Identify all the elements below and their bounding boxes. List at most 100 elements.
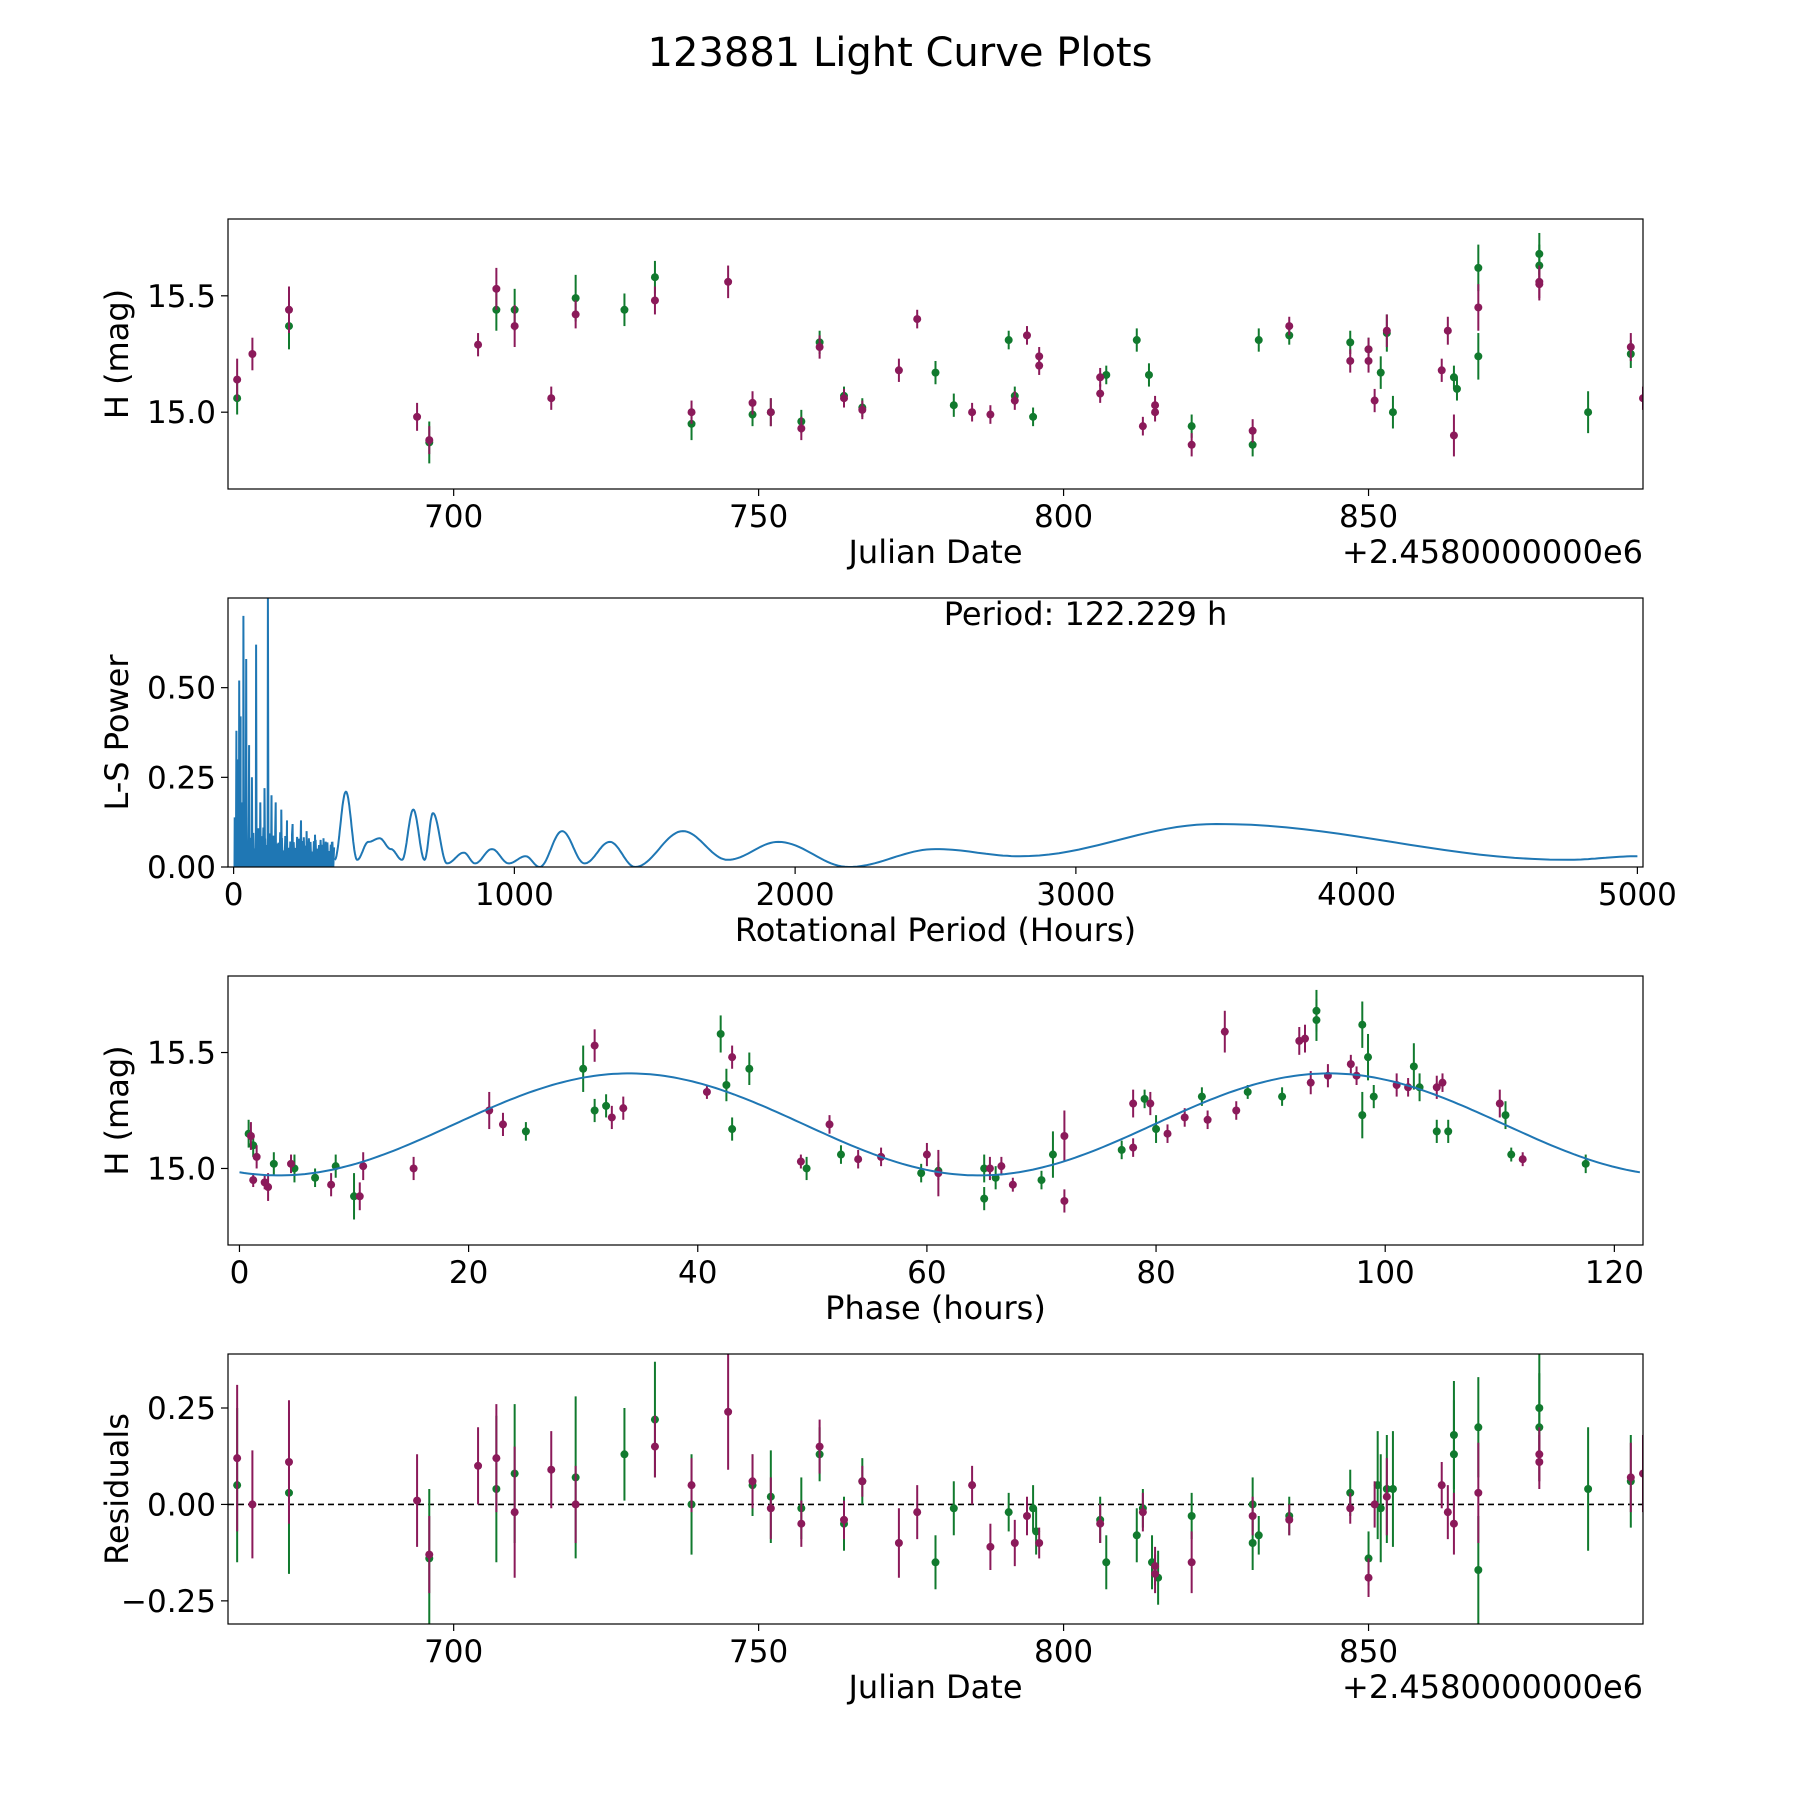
data-point [858,1477,867,1486]
data-point [1388,408,1397,417]
data-point [1117,1145,1126,1154]
x-tick-label: 800 [1034,499,1093,535]
periodogram-data [233,598,1638,867]
data-point [1452,384,1461,393]
data-point [620,1450,629,1459]
panel-phased: 0 20 40 60 80 100 120 15.0 15.5 Phase (hours) H (m… [98,975,1644,1327]
data-point [949,1504,958,1513]
data-point [1444,1127,1453,1136]
data-point [1254,336,1263,345]
data-point [248,350,257,358]
data-point [722,1080,731,1089]
data-point [748,1477,757,1486]
data-point [474,340,483,349]
axes-frame [227,218,1644,490]
y-tick-label: 15.5 [147,1036,216,1072]
series-green [233,1354,1635,1624]
data-point [702,1087,711,1096]
data-point [1358,1020,1367,1029]
data-point [1037,1176,1046,1185]
data-point [1151,1569,1160,1578]
data-point [1501,1111,1510,1120]
data-point [1248,1512,1257,1520]
y-tick-label: −0.25 [121,1584,216,1620]
data-point [1364,1573,1373,1582]
data-point [1035,1539,1044,1547]
data-point [728,1125,737,1134]
data-point [1285,1515,1294,1524]
data-point [474,1461,483,1470]
data-point [492,284,501,293]
data-point [1301,1034,1310,1043]
data-point [1129,1099,1138,1108]
series-green [244,989,1590,1220]
x-tick-label: 0 [224,877,244,913]
panel-periodogram: Period: 122.229 h 0 1000 2000 3000 4000 5000 0.… [98,595,1677,949]
x-tick-label: 1000 [475,877,554,913]
data-point [1346,338,1355,347]
series-purple [233,265,1643,457]
data-point [1187,1558,1196,1567]
x-tick-label: 80 [1136,1255,1175,1291]
x-tick-label: 700 [424,1634,483,1670]
data-point [766,408,775,417]
data-point [1409,1062,1418,1071]
data-point [413,1496,422,1505]
data-point [1146,1099,1155,1108]
data-point [894,1539,903,1547]
data-point [1010,1539,1019,1547]
x-tick-label: 0 [230,1255,250,1291]
data-point [724,277,733,286]
data-point [1535,1458,1544,1466]
y-tick-label: 0.25 [147,760,216,796]
data-point [917,1169,926,1178]
panel-lightcurve: 700 750 800 850 15.0 15.5 Julian Date H (mag) +2… [98,218,1644,571]
data-point [607,1113,616,1122]
data-point [650,296,659,305]
data-point [1060,1132,1069,1141]
data-point [1432,1083,1441,1092]
data-point [931,1558,940,1567]
data-point [571,1500,580,1509]
data-point [650,273,659,282]
data-point [1243,1087,1252,1096]
data-point [1187,1512,1196,1520]
data-point [802,1164,811,1173]
data-point [1388,1485,1397,1493]
x-axis-label: Phase (hours) [825,1289,1046,1327]
y-tick-label: 15.0 [147,395,216,431]
data-point [1138,422,1147,431]
data-point [1004,336,1013,345]
data-point [1432,1127,1441,1136]
data-point [1278,1092,1287,1101]
data-point [1474,303,1483,312]
x-axis-label: Julian Date [846,533,1022,571]
x-tick-label: 5000 [1598,877,1677,913]
data-point [1626,1473,1635,1482]
data-point [1449,1450,1458,1459]
data-point [1129,1143,1138,1152]
y-tick-label: 0.25 [147,1391,216,1427]
data-point [571,294,580,303]
data-point [1096,373,1105,382]
data-point [986,410,995,419]
data-point [1060,1196,1069,1205]
x-tick-label: 3000 [1036,877,1115,913]
data-point [825,1120,834,1129]
data-point [619,1104,628,1113]
data-point [248,1500,257,1509]
x-offset-label: +2.4580000000e6 [1342,533,1643,571]
periodogram-smooth [334,790,1638,867]
data-point [836,1150,845,1159]
data-point [1449,1519,1458,1528]
lightcurve-data [233,232,1643,464]
data-point [1346,356,1355,365]
data-point [498,1120,507,1129]
x-tick-label: 2000 [756,877,835,913]
x-tick-label: 120 [1585,1255,1644,1291]
data-point [716,1029,725,1038]
data-point [1507,1150,1516,1159]
axes-frame [227,975,1644,1246]
y-axis-label: L-S Power [98,654,136,811]
